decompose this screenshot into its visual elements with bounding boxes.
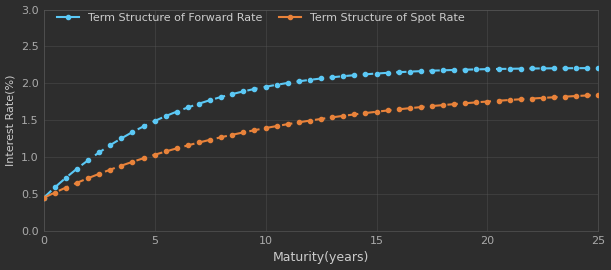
Term Structure of Spot Rate [162,150,169,153]
Term Structure of Forward Rate [439,69,447,72]
Term Structure of Spot Rate [584,94,591,97]
Legend: Term Structure of Forward Rate, Term Structure of Spot Rate: Term Structure of Forward Rate, Term Str… [55,11,467,25]
Term Structure of Forward Rate [218,95,225,99]
Term Structure of Spot Rate [439,103,447,107]
Term Structure of Forward Rate [584,66,591,70]
Term Structure of Spot Rate [595,93,602,97]
Term Structure of Forward Rate [406,70,414,73]
Y-axis label: Interest Rate(%): Interest Rate(%) [5,75,15,166]
Term Structure of Forward Rate [595,66,602,70]
Line: Term Structure of Forward Rate: Term Structure of Forward Rate [42,66,601,200]
Term Structure of Spot Rate [218,136,225,139]
Term Structure of Forward Rate [162,114,169,118]
Term Structure of Spot Rate [207,138,214,141]
Term Structure of Spot Rate [406,107,414,110]
Term Structure of Forward Rate [207,99,214,102]
Term Structure of Forward Rate [40,196,48,200]
X-axis label: Maturity(years): Maturity(years) [273,251,369,264]
Line: Term Structure of Spot Rate: Term Structure of Spot Rate [42,93,601,200]
Term Structure of Spot Rate [40,196,48,200]
